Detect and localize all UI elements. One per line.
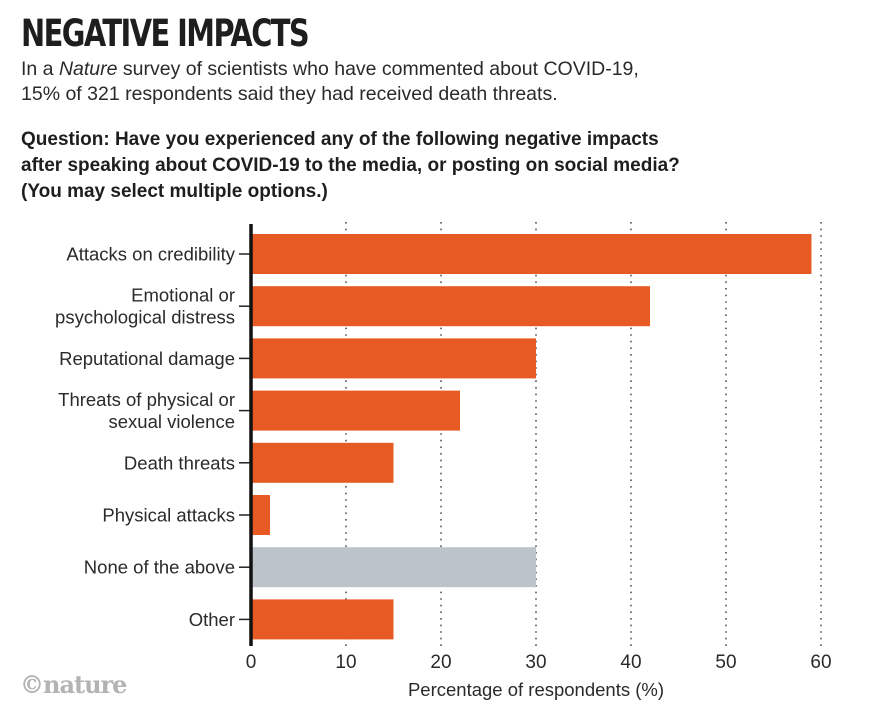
bar-1 (251, 286, 650, 327)
x-tick-label: 30 (525, 652, 546, 673)
x-tick-labels: 0 10 20 30 40 50 60 (246, 652, 832, 673)
category-label: Emotional or (131, 285, 235, 306)
category-label: Attacks on credibility (66, 244, 235, 265)
bar-2 (251, 338, 536, 379)
x-tick-label: 20 (430, 652, 451, 673)
subtitle-text: In a (21, 58, 59, 80)
category-label: psychological distress (55, 307, 235, 328)
x-tick-label: 0 (246, 652, 257, 673)
x-tick-label: 60 (810, 652, 831, 673)
question-line: (You may select multiple options.) (21, 181, 328, 202)
x-tick-label: 50 (715, 652, 736, 673)
survey-question: Question: Have you experienced any of th… (21, 127, 680, 205)
subtitle-text: survey of scientists who have commented … (117, 58, 639, 80)
bar-3 (251, 390, 460, 431)
x-tick-label: 10 (335, 652, 356, 673)
bar-6 (251, 547, 536, 588)
category-label: Physical attacks (102, 505, 235, 526)
chart-title: NEGATIVE IMPACTS (21, 12, 310, 55)
chart-subtitle: In a Nature survey of scientists who hav… (21, 57, 639, 107)
subtitle-line-2: 15% of 321 respondents said they had rec… (21, 83, 558, 105)
category-labels: Attacks on credibility Emotional orpsycho… (55, 244, 251, 630)
category-label: Other (189, 609, 235, 630)
category-label: Death threats (124, 452, 235, 473)
bar-5 (251, 495, 270, 535)
bars (251, 234, 812, 640)
x-axis-title: Percentage of respondents (%) (408, 679, 664, 700)
question-line: after speaking about COVID-19 to the med… (21, 155, 680, 176)
subtitle-line-1: In a Nature survey of scientists who hav… (21, 57, 639, 82)
x-tick-label: 40 (620, 652, 641, 673)
category-label: None of the above (84, 557, 235, 578)
nature-logo: ©nature (20, 670, 127, 699)
category-label: Reputational damage (59, 348, 235, 369)
bar-0 (251, 234, 812, 274)
category-label: Threats of physical or (58, 389, 235, 410)
category-label: sexual violence (109, 411, 236, 432)
bar-7 (251, 599, 394, 640)
bar-4 (251, 442, 394, 483)
subtitle-nature-italic: Nature (58, 58, 118, 80)
question-line: Question: Have you experienced any of th… (21, 129, 659, 150)
